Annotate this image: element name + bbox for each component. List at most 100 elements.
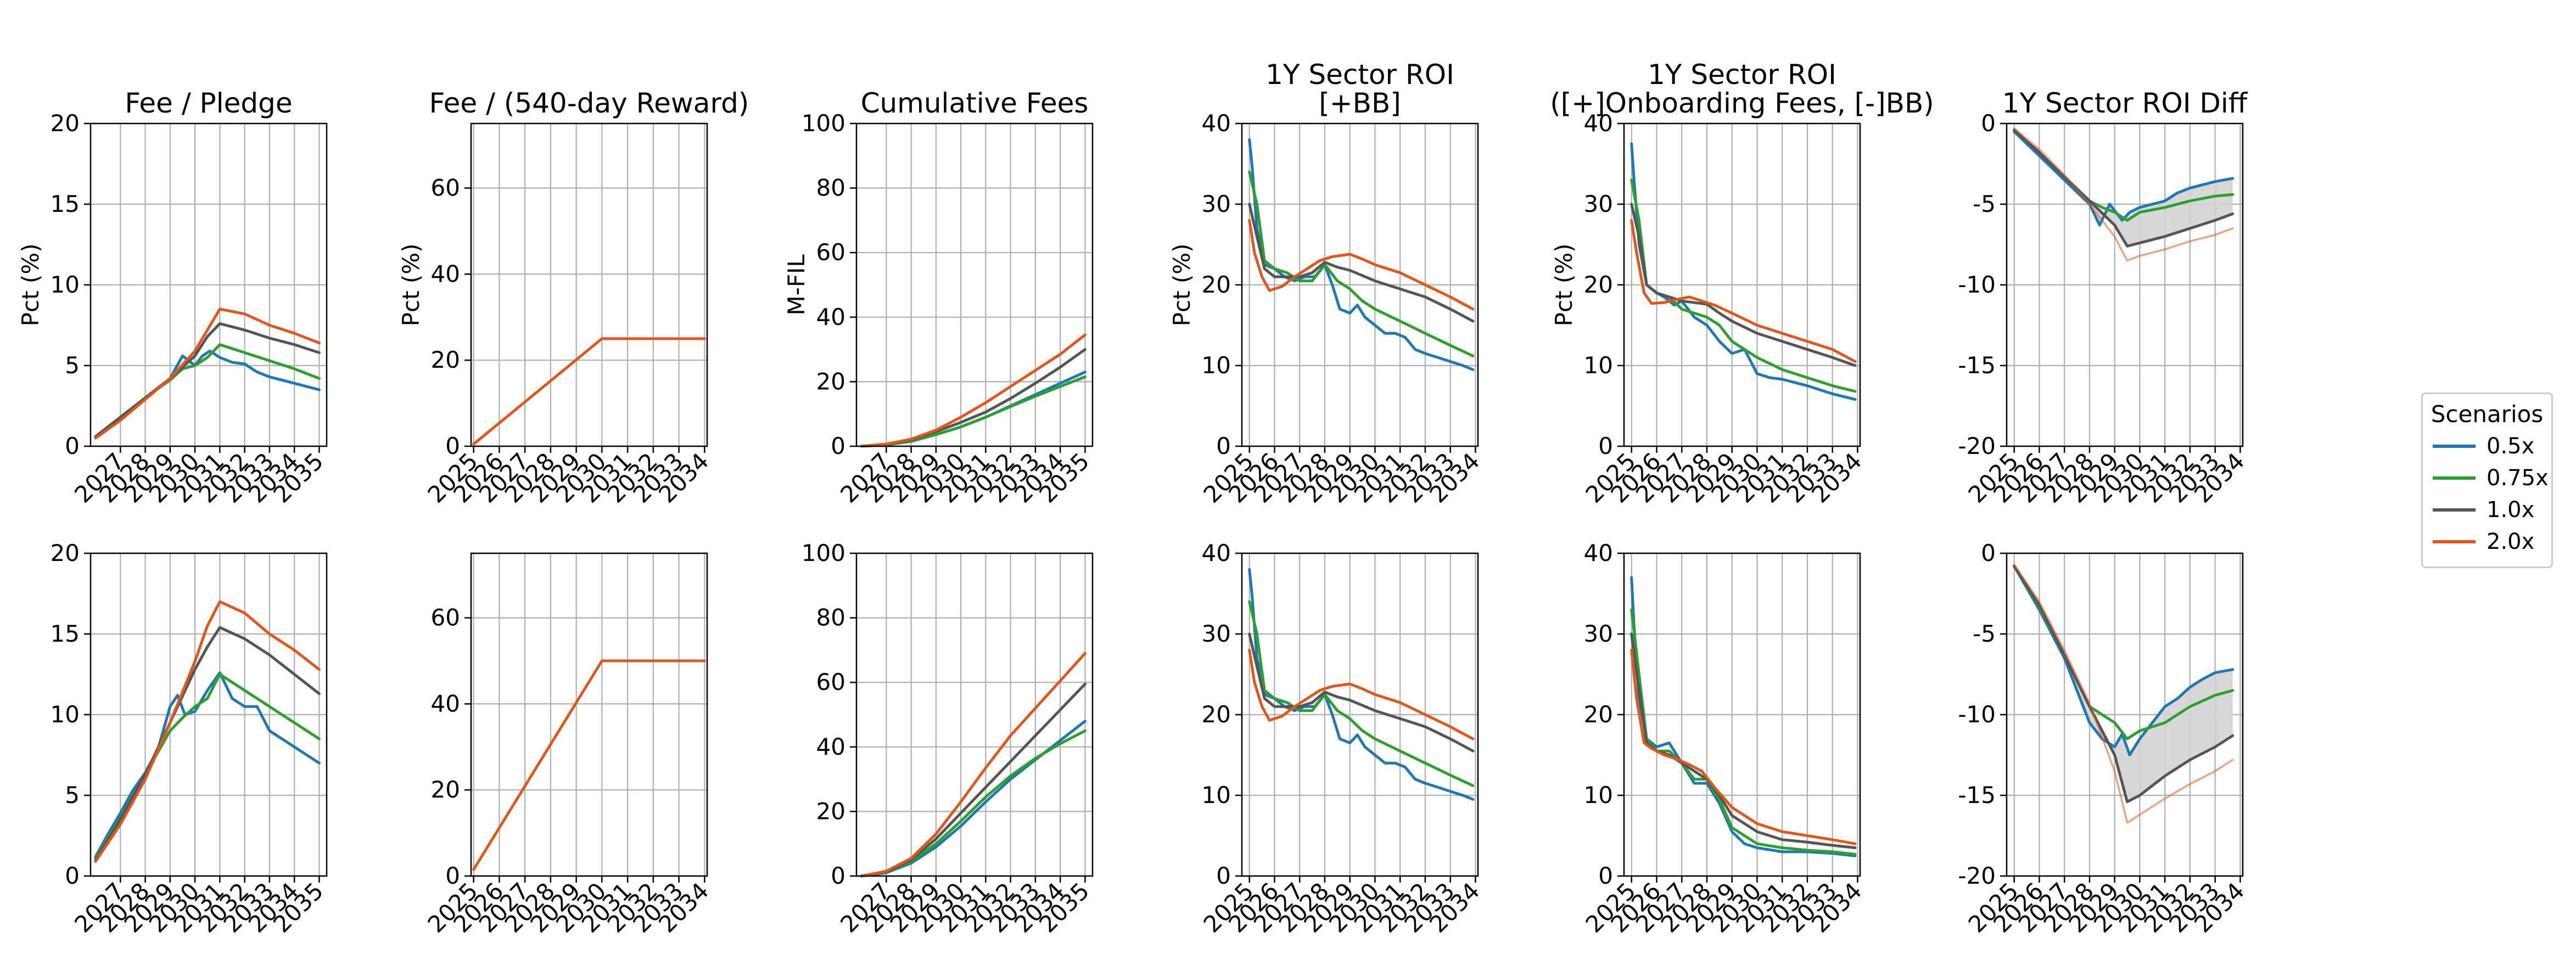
series-line-1.0x xyxy=(94,626,321,862)
legend-item-2.0x: 2.0x xyxy=(2433,528,2553,555)
subplot-1: 0510152020272028202920302031203220332034… xyxy=(17,87,328,508)
subplot-4: 0102030402025202620272028202920302031203… xyxy=(1168,59,1485,508)
series-line-0.5x xyxy=(2013,565,2235,756)
y-tick-label: 10 xyxy=(1584,782,1613,809)
series-line-1.0x xyxy=(860,348,1087,448)
legend-label: 0.75x xyxy=(2487,465,2549,491)
subplot-2: 0204060202520262027202820292030203120322… xyxy=(397,87,749,508)
axes-frame xyxy=(470,122,708,447)
y-tick-label: -15 xyxy=(1958,352,1996,379)
y-tick-label: 60 xyxy=(431,604,460,631)
y-tick-label: 20 xyxy=(816,798,845,824)
series-line-2.0x xyxy=(1630,218,1857,363)
axes-frame xyxy=(470,552,708,877)
series-line-1.0x xyxy=(1630,203,1857,367)
shaded-band xyxy=(2014,130,2233,246)
subplot-7: 0510152020272028202920302031203220332034… xyxy=(51,540,329,938)
y-axis-label: Pct (%) xyxy=(17,244,44,327)
y-tick-label: 100 xyxy=(802,110,845,137)
series-line-2.0x xyxy=(860,652,1087,878)
y-tick-label: 0 xyxy=(1981,110,1996,137)
subplot-title: Cumulative Fees xyxy=(861,87,1089,119)
y-tick-label: -10 xyxy=(1958,271,1996,298)
y-tick-label: 100 xyxy=(802,540,845,566)
y-tick-label: 30 xyxy=(1202,620,1231,647)
series-line-2.0x xyxy=(860,333,1087,448)
subplot-title: 1Y Sector ROI xyxy=(1648,59,1836,91)
subplot-5: 0102030402025202620272028202920302031203… xyxy=(1550,59,1934,508)
series-line-1.0x xyxy=(2013,128,2235,248)
series-line-0.5x xyxy=(1630,142,1857,401)
y-tick-label: 15 xyxy=(51,620,80,647)
subplot-6: -20-15-10-502025202620272028202920302031… xyxy=(1958,87,2249,508)
y-tick-label: 30 xyxy=(1584,620,1613,647)
subplot-title: [+BB] xyxy=(1319,87,1401,119)
series-line-0.75x xyxy=(1248,600,1475,787)
legend: Scenarios 0.5x 0.75x 1.0x 2.0x xyxy=(2421,392,2553,568)
legend-swatch xyxy=(2433,445,2476,448)
y-tick-label: 0 xyxy=(1216,433,1231,459)
series-line-0.5x xyxy=(94,350,321,438)
y-tick-label: -20 xyxy=(1958,862,1996,889)
y-tick-label: 40 xyxy=(1202,540,1231,566)
y-tick-label: 60 xyxy=(431,175,460,201)
series-line-2.0x xyxy=(472,337,706,446)
y-tick-label: 60 xyxy=(816,239,845,266)
subplot-title: 1Y Sector ROI Diff xyxy=(2002,87,2248,119)
y-tick-label: 40 xyxy=(816,733,845,760)
series-line-2.0x xyxy=(94,307,321,440)
series-line-0.75x xyxy=(94,673,321,860)
series-line-2.0x xyxy=(1630,648,1857,845)
series-line-0.75x xyxy=(1630,178,1857,393)
series-line-0.75x xyxy=(1248,170,1475,357)
y-tick-label: 40 xyxy=(816,304,845,330)
y-tick-label: 80 xyxy=(816,604,845,631)
y-tick-label: 0 xyxy=(1598,433,1613,459)
series-line-0.5x xyxy=(2013,130,2235,227)
y-tick-label: 10 xyxy=(51,701,80,728)
y-tick-label: 60 xyxy=(816,669,845,695)
y-tick-label: 40 xyxy=(431,690,460,717)
y-tick-label: 20 xyxy=(431,776,460,803)
y-tick-label: 0 xyxy=(65,433,80,459)
series-line-1.0x xyxy=(860,682,1087,878)
y-tick-label: 40 xyxy=(1202,110,1231,137)
series-line-2.0x xyxy=(1248,648,1475,740)
y-tick-label: 10 xyxy=(1584,352,1613,379)
subplot-3: 0204060801002027202820292030203120322033… xyxy=(783,87,1094,508)
subplot-11: 0102030402025202620272028202920302031203… xyxy=(1581,540,1867,938)
y-tick-label: 30 xyxy=(1202,190,1231,217)
y-tick-label: 0 xyxy=(831,862,845,889)
y-tick-label: 20 xyxy=(1584,701,1613,728)
y-tick-label: 0 xyxy=(1598,862,1613,889)
y-tick-label: 20 xyxy=(1202,701,1231,728)
y-tick-label: 0 xyxy=(65,862,80,889)
series-line-2.0x xyxy=(2013,127,2234,262)
legend-label: 0.5x xyxy=(2487,434,2535,459)
series-line-0.5x xyxy=(1248,138,1475,371)
legend-item-1.0x: 1.0x xyxy=(2433,496,2553,524)
y-tick-label: 20 xyxy=(816,368,845,395)
series-line-0.5x xyxy=(1248,568,1475,801)
y-tick-label: 5 xyxy=(65,352,80,379)
legend-label: 1.0x xyxy=(2487,497,2535,523)
series-line-0.75x xyxy=(860,729,1087,878)
shaded-band xyxy=(2014,566,2233,802)
subplot-12: -20-15-10-502025202620272028202920302031… xyxy=(1958,540,2249,938)
y-tick-label: 40 xyxy=(1584,110,1613,137)
y-tick-label: 40 xyxy=(431,260,460,287)
y-tick-label: 40 xyxy=(1584,540,1613,566)
y-tick-label: 30 xyxy=(1584,190,1613,217)
series-line-2.0x xyxy=(2013,563,2234,824)
legend-swatch xyxy=(2433,540,2476,543)
y-tick-label: -15 xyxy=(1958,782,1996,809)
y-tick-label: 20 xyxy=(1584,271,1613,298)
series-line-2.0x xyxy=(472,659,706,871)
series-line-2.0x xyxy=(94,600,321,863)
legend-label: 2.0x xyxy=(2487,529,2535,554)
y-tick-label: 0 xyxy=(445,862,460,889)
series-line-0.5x xyxy=(94,671,321,858)
y-tick-label: 0 xyxy=(1981,540,1996,566)
series-line-1.0x xyxy=(1248,632,1475,753)
